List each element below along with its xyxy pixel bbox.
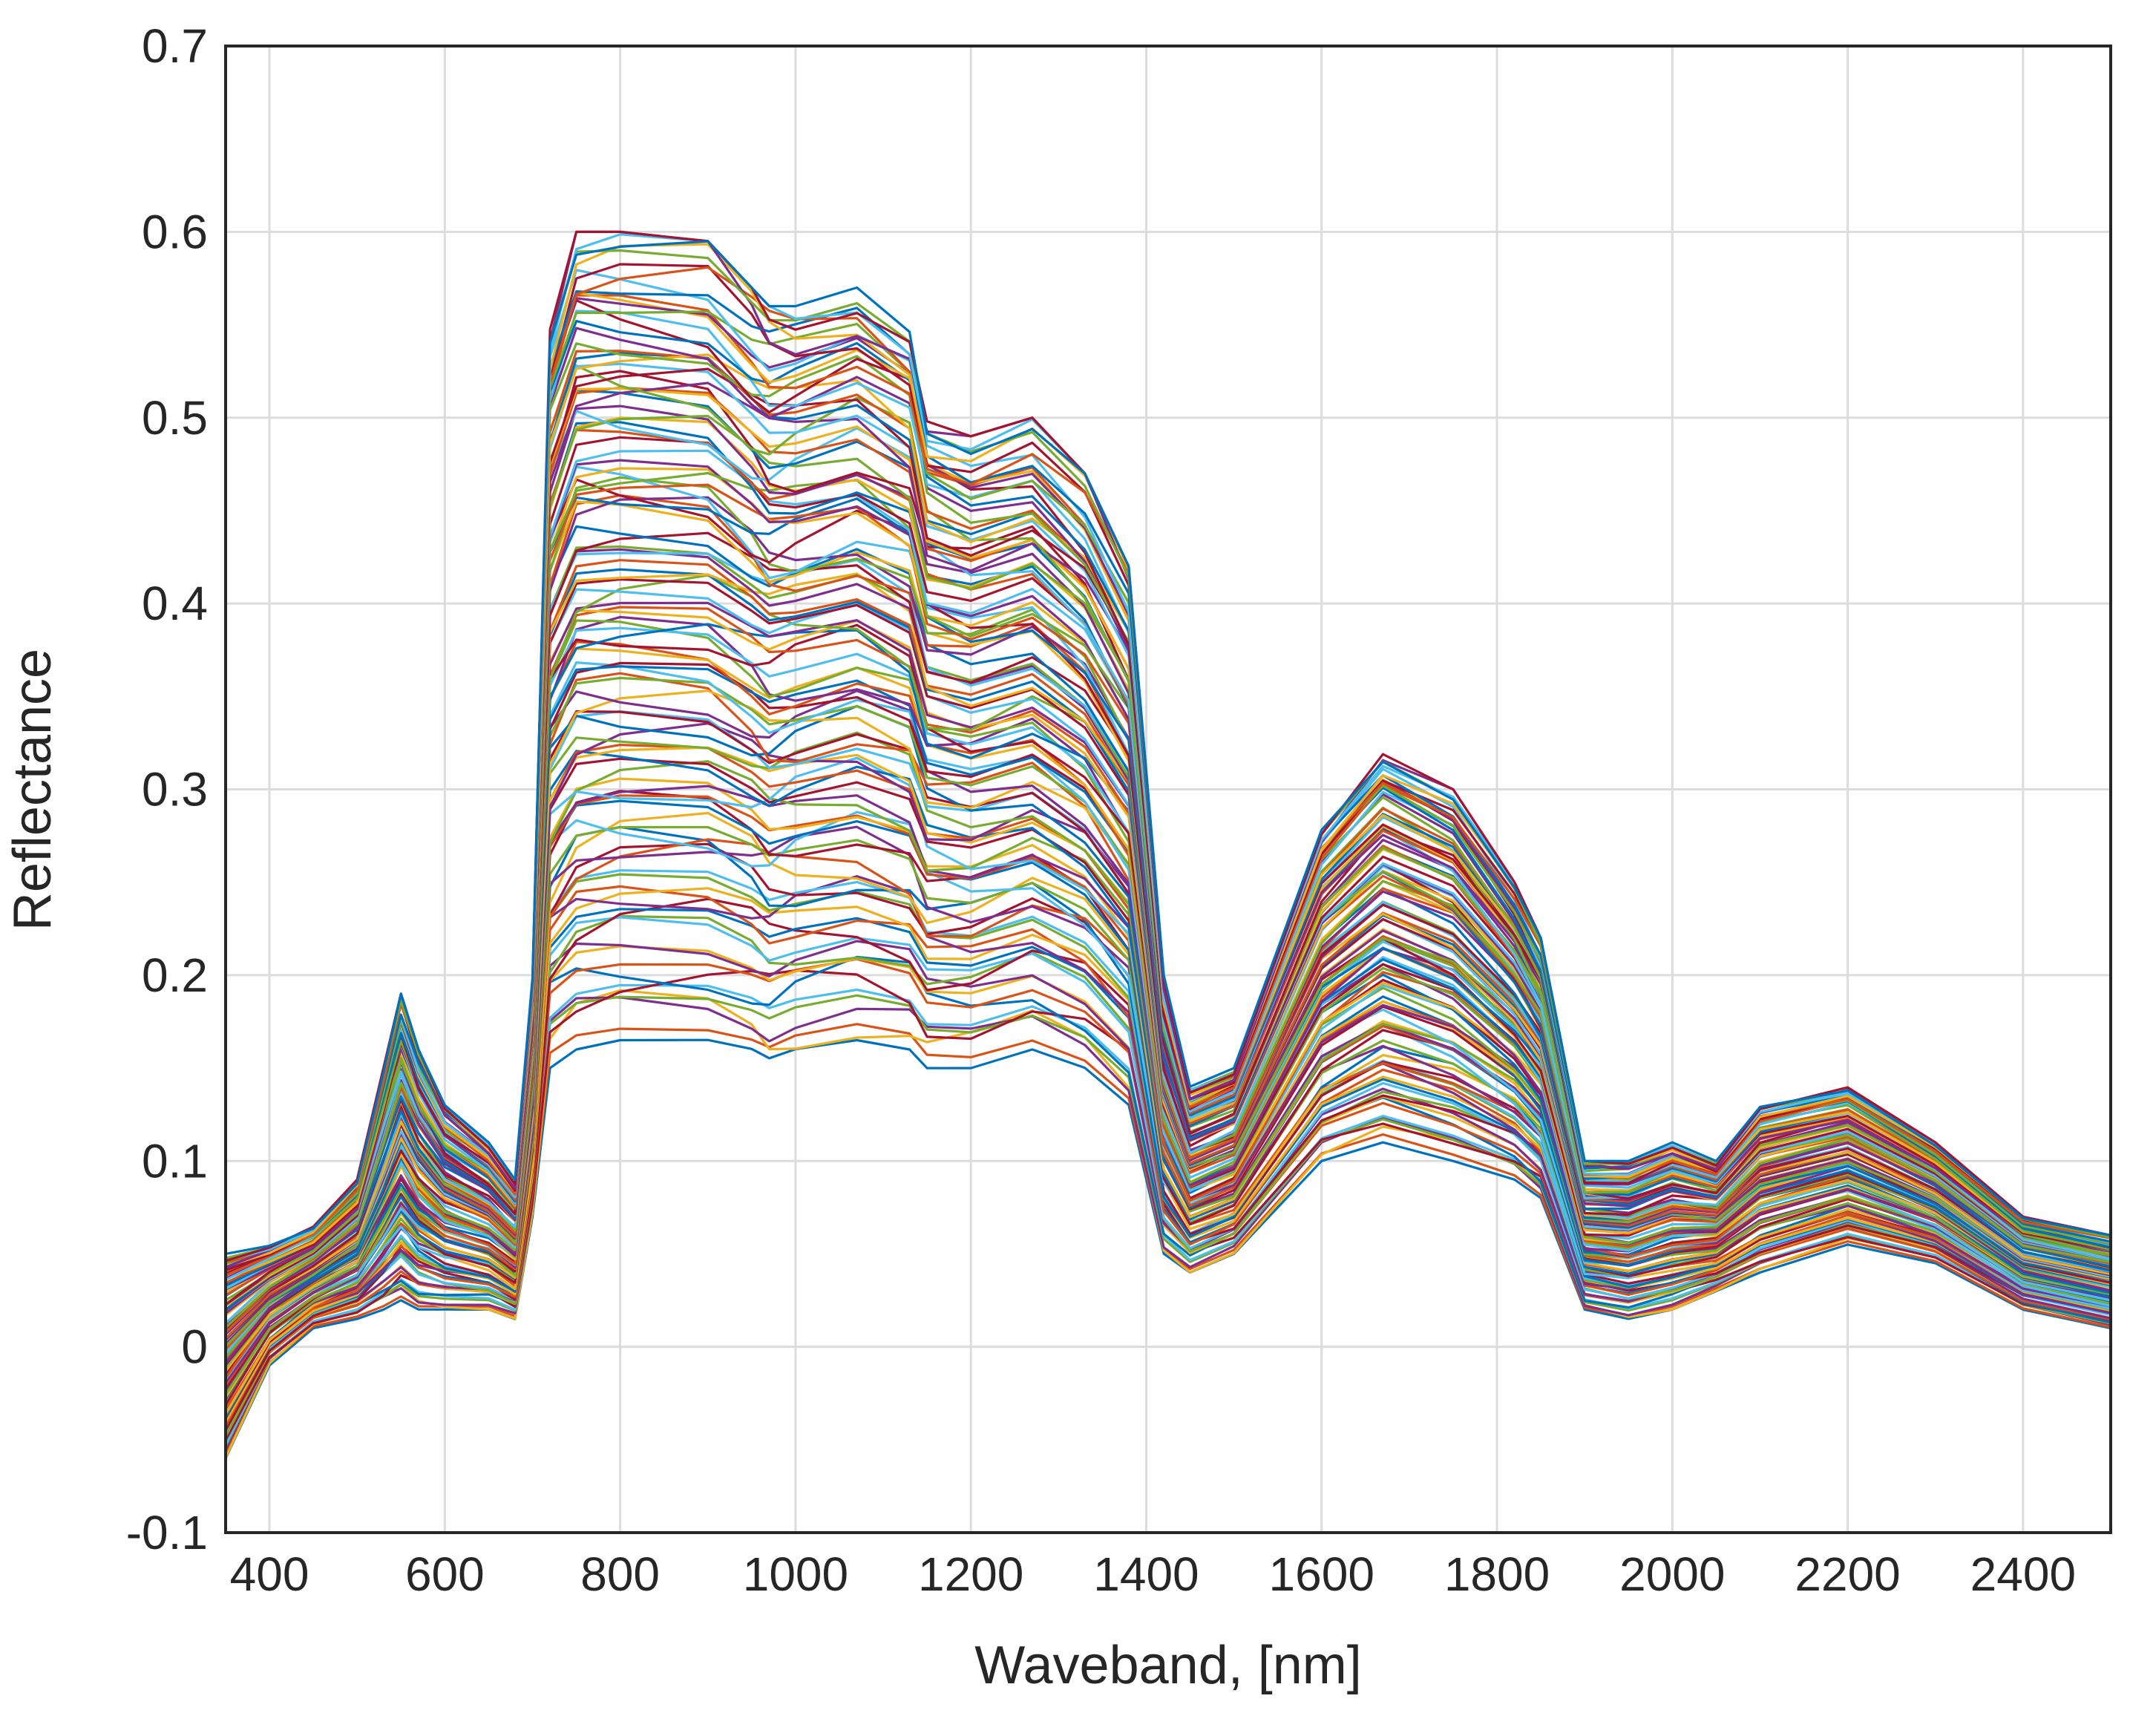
x-tick-label: 2200 — [1795, 1547, 1900, 1601]
y-tick-label: 0.5 — [142, 391, 208, 445]
x-tick-label: 600 — [405, 1547, 485, 1601]
spectrum-line — [225, 459, 2111, 1314]
spectrum-line — [224, 790, 2111, 1406]
y-tick-label: 0.6 — [142, 205, 208, 258]
spectrum-line — [224, 885, 2111, 1427]
spectrum-line — [224, 641, 2111, 1363]
spectrum-line — [225, 230, 2111, 1268]
y-tick-label: 0.4 — [142, 577, 208, 630]
spectrum-line — [225, 389, 2111, 1297]
spectrum-line — [224, 940, 2111, 1432]
x-tick-label: 2400 — [1970, 1547, 2076, 1601]
spectrum-line — [225, 230, 2111, 1262]
spectrum-line — [225, 292, 2111, 1272]
spectrum-line — [225, 269, 2111, 1268]
spectrum-line — [224, 994, 2111, 1447]
spectrum-line — [225, 364, 2111, 1285]
plot-frame — [224, 45, 2112, 1534]
spectrum-line — [224, 996, 2111, 1451]
grid-lines — [226, 45, 2111, 1534]
spectrum-line — [224, 623, 2111, 1347]
y-tick-label: 0.3 — [142, 763, 208, 816]
y-tick-label: 0.1 — [142, 1134, 208, 1188]
x-tick-label: 1800 — [1444, 1547, 1550, 1601]
x-tick-label: 1600 — [1269, 1547, 1374, 1601]
spectrum-line — [224, 825, 2111, 1418]
spectrum-line — [224, 955, 2111, 1437]
x-tick-label: 2000 — [1619, 1547, 1725, 1601]
spectrum-line — [225, 240, 2111, 1255]
spectrum-line — [224, 777, 2111, 1399]
spectrum-line — [224, 672, 2111, 1379]
spectrum-line — [224, 842, 2111, 1419]
spectrum-line — [224, 545, 2111, 1333]
x-axis-ticks: 400 600 800 1000 1200 1400 1600 1800 2000 2200 240… — [230, 1547, 2076, 1601]
spectrum-line — [224, 1038, 2111, 1459]
spectrum-line — [224, 568, 2111, 1340]
spectrum-line — [224, 908, 2111, 1426]
y-axis-label: Reflectance — [3, 649, 62, 931]
y-tick-label: 0.7 — [142, 19, 208, 73]
spectrum-line — [224, 465, 2111, 1324]
spectrum-line — [224, 478, 2111, 1316]
spectrum-line — [224, 676, 2111, 1369]
x-tick-label: 1200 — [918, 1547, 1023, 1601]
spectrum-line — [224, 661, 2111, 1367]
x-tick-label: 400 — [230, 1547, 309, 1601]
x-tick-label: 1400 — [1093, 1547, 1199, 1601]
spectrum-line — [224, 750, 2111, 1385]
y-tick-label: 0.2 — [142, 949, 208, 1002]
spectrum-line — [224, 559, 2111, 1340]
spectrum-line — [225, 496, 2111, 1312]
y-tick-label: 0 — [181, 1320, 208, 1374]
spectrum-line — [224, 619, 2111, 1358]
x-axis-label: Waveband, [nm] — [974, 1636, 1362, 1695]
spectra-series — [224, 230, 2111, 1459]
spectrum-line — [224, 743, 2111, 1386]
spectrum-line — [224, 916, 2111, 1432]
spectrum-line — [225, 421, 2111, 1311]
y-tick-label: -0.1 — [126, 1506, 208, 1559]
x-tick-label: 1000 — [743, 1547, 848, 1601]
x-tick-label: 800 — [580, 1547, 660, 1601]
spectrum-line — [224, 588, 2111, 1341]
y-axis-ticks: -0.1 0 0.1 0.2 0.3 0.4 0.5 0.6 0.7 — [126, 19, 208, 1559]
